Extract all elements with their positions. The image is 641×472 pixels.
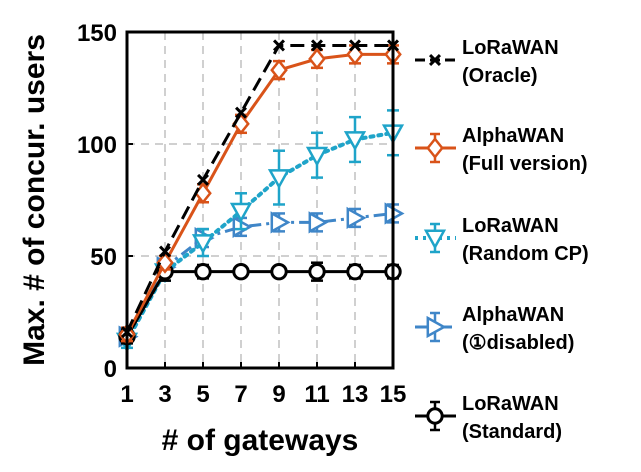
series-layer [115,39,405,353]
legend-label-oracle: (Oracle) [462,65,538,87]
legend-marker-oracle [428,53,442,67]
legend-label-alphawan_disabled: (①disabled) [462,332,574,354]
data-point-lorawan_standard [270,262,288,281]
legend-label-alphawan_full: AlphaWAN [462,125,564,147]
grid-lines [127,32,393,368]
data-point-lorawan_random_cp [343,131,367,152]
y-tick-label: 100 [77,132,117,159]
legend-item-alphawan_full: AlphaWAN (Full version) [415,125,588,175]
y-tick-label: 150 [77,20,117,47]
legend-label-lorawan_standard: (Standard) [462,421,562,443]
x-axis-title: # of gateways [162,424,359,457]
data-point-alphawan_full [270,59,288,82]
data-point-alphawan_disabled [308,211,329,234]
legend: LoRaWAN (Oracle) AlphaWAN (Full version) LoR… [415,37,589,443]
data-point-oracle [310,39,324,52]
data-point-alphawan_full [346,43,364,66]
x-tick-label: 11 [304,381,329,408]
x-tick-label: 7 [234,381,247,408]
data-point-alphawan_disabled [346,206,367,230]
legend-marker-alphawan_full [426,136,444,160]
legend-label-alphawan_full: (Full version) [462,153,588,175]
series-lorawan_standard [118,261,402,346]
legend-item-alphawan_disabled: AlphaWAN (①disabled) [415,304,574,354]
data-point-oracle [234,106,248,119]
series-lorawan_random_cp [115,109,405,353]
legend-label-lorawan_random_cp: LoRaWAN [462,215,559,237]
legend-label-alphawan_disabled: AlphaWAN [462,304,564,326]
data-point-lorawan_standard [194,262,212,281]
legend-marker-alphawan_disabled [426,315,447,339]
data-point-oracle [158,245,172,258]
legend-label-lorawan_standard: LoRaWAN [462,393,559,415]
data-point-alphawan_disabled [270,211,291,234]
series-oracle [120,39,400,339]
legend-item-oracle: LoRaWAN (Oracle) [415,37,559,87]
series-line-alphawan_disabled [125,211,394,338]
x-tick-label: 13 [342,381,369,408]
x-tick-label: 5 [196,381,209,408]
data-point-lorawan_random_cp [229,202,253,223]
y-tick-label: 0 [104,356,117,383]
legend-item-lorawan_standard: LoRaWAN (Standard) [415,393,562,443]
x-tick-label: 9 [272,381,285,408]
data-point-oracle [196,173,210,186]
series-line-lorawan_random_cp [125,130,395,344]
data-point-oracle [348,39,362,52]
x-tick-label: 15 [380,381,407,408]
data-point-lorawan_random_cp [267,169,291,190]
legend-marker-lorawan_random_cp [423,229,447,250]
data-point-lorawan_random_cp [191,234,215,255]
data-point-oracle [272,39,286,52]
legend-label-oracle: LoRaWAN [462,37,559,59]
y-axis-title: Max. # of concur. users [18,34,51,366]
x-tick-label: 3 [158,381,171,408]
data-point-alphawan_full [156,251,174,274]
data-point-lorawan_random_cp [305,146,329,167]
series-line-oracle [125,43,393,333]
data-point-lorawan_standard [346,262,364,281]
legend-label-lorawan_random_cp: (Random CP) [462,243,589,265]
legend-marker-lorawan_standard [426,407,444,425]
data-point-alphawan_full [308,47,326,70]
x-tick-label: 1 [120,381,133,408]
plot-frame [125,30,395,370]
legend-item-lorawan_random_cp: LoRaWAN (Random CP) [415,215,589,265]
y-tick-label: 50 [90,244,117,271]
data-point-lorawan_standard [232,262,250,281]
data-point-lorawan_standard [308,262,326,281]
